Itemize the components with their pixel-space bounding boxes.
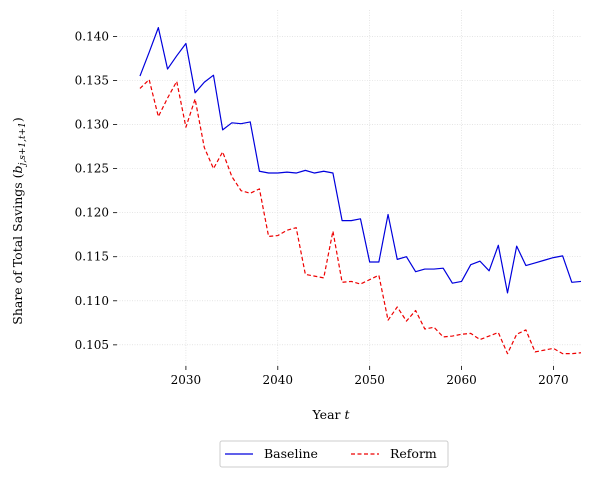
series-line-reform [139,79,582,355]
x-axis-label-prefix: Year [312,407,345,422]
y-axis-ticks: 0.105 0.110 0.115 0.120 0.125 0.130 0.135 0.140 [75,29,117,352]
y-tick-label-0.140: 0.140 [75,29,109,43]
x-tick-label-2040: 2040 [263,373,294,387]
y-tick-label-0.125: 0.125 [75,162,109,176]
x-axis-label-var: t [344,407,350,422]
x-axis-ticks: 2030 2040 2050 2060 2070 [171,366,569,387]
legend: Baseline Reform [219,440,449,468]
x-tick-label-2050: 2050 [354,373,385,387]
legend-frame [219,440,449,468]
y-tick-label-0.120: 0.120 [75,206,109,220]
series-line-baseline [139,27,582,294]
x-axis-label: Year t [312,407,351,422]
y-axis-label-text: Share of Total Savings ( [10,173,25,324]
grid-lines [117,10,581,366]
y-axis-label-close: ) [10,117,25,122]
y-axis-label-var: b [10,165,25,173]
legend-label-baseline: Baseline [264,446,318,461]
y-axis-label-subscript: j,s+1,t+1 [18,122,28,167]
y-tick-label-0.110: 0.110 [75,294,109,308]
y-tick-label-0.115: 0.115 [75,250,109,264]
x-tick-label-2030: 2030 [171,373,202,387]
y-tick-label-0.105: 0.105 [75,338,109,352]
legend-label-reform: Reform [390,446,437,461]
x-tick-label-2060: 2060 [446,373,477,387]
series-layer [139,27,582,355]
x-tick-label-2070: 2070 [538,373,569,387]
y-tick-label-0.130: 0.130 [75,118,109,132]
y-tick-label-0.135: 0.135 [75,73,109,87]
y-axis-label: Share of Total Savings (bj,s+1,t+1) [10,117,28,324]
